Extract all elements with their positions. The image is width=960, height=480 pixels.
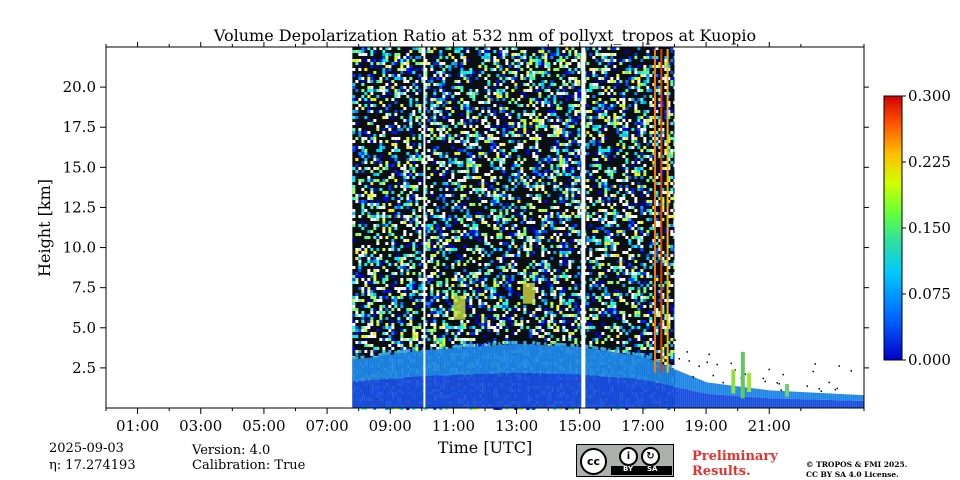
copyright-line1: © TROPOS & FMI 2025. xyxy=(806,460,908,469)
y-axis-label: Height [km] xyxy=(35,179,54,277)
data-gap xyxy=(423,47,426,408)
cc-icon: cc xyxy=(580,448,607,475)
colorbar-tick-label: 0.000 xyxy=(908,351,951,369)
heatmap-data xyxy=(352,47,865,410)
copyright-line2: CC BY SA 4.0 License. xyxy=(806,470,899,479)
chart-title: Volume Depolarization Ratio at 532 nm of… xyxy=(213,26,756,45)
y-tick-label: 17.5 xyxy=(63,118,96,136)
sa-label: SA xyxy=(647,465,658,473)
version-label: Version: 4.0 xyxy=(192,443,271,458)
x-tick-label: 07:00 xyxy=(305,417,348,435)
copyright: © TROPOS & FMI 2025. CC BY SA 4.0 Licens… xyxy=(806,460,907,480)
x-tick-label: 15:00 xyxy=(558,417,601,435)
calibration-label: Calibration: True xyxy=(192,458,306,473)
colorbar xyxy=(883,95,903,361)
aerosol-plumes xyxy=(453,282,790,399)
preliminary-line2: Results. xyxy=(692,464,751,479)
colorbar-tick-label: 0.225 xyxy=(908,153,951,171)
y-tick-label: 2.5 xyxy=(72,359,96,377)
date-label: 2025-09-03 xyxy=(49,441,124,456)
y-tick-label: 7.5 xyxy=(72,279,96,297)
y-tick-label: 5.0 xyxy=(72,319,96,337)
x-tick-label: 13:00 xyxy=(495,417,538,435)
x-tick-label: 09:00 xyxy=(369,417,412,435)
data-gap xyxy=(581,47,586,408)
license-bar: BY SA xyxy=(611,465,672,475)
x-tick-label: 05:00 xyxy=(242,417,285,435)
colorbar-tick-label: 0.075 xyxy=(908,285,951,303)
x-tick-label: 11:00 xyxy=(432,417,475,435)
colorbar-tick-label: 0.300 xyxy=(908,87,951,105)
y-tick-label: 15.0 xyxy=(63,158,96,176)
x-tick-label: 03:00 xyxy=(179,417,222,435)
boundary-layer xyxy=(352,340,865,408)
x-tick-label: 21:00 xyxy=(748,417,791,435)
x-tick-label: 17:00 xyxy=(621,417,664,435)
y-tick-label: 20.0 xyxy=(63,78,96,96)
attribution-icon: i xyxy=(619,447,638,466)
colorbar-tick-label: 0.150 xyxy=(908,219,951,237)
cloud-streaks xyxy=(653,49,669,373)
x-axis-label: Time [UTC] xyxy=(438,438,532,457)
x-tick-label: 19:00 xyxy=(684,417,727,435)
clear-sky-region xyxy=(674,48,865,396)
preliminary-results: Preliminary Results. xyxy=(692,449,778,479)
y-tick-label: 10.0 xyxy=(63,239,96,257)
preliminary-line1: Preliminary xyxy=(692,449,778,464)
by-label: BY xyxy=(623,465,634,473)
share-alike-icon: ↻ xyxy=(641,447,660,466)
y-tick-label: 12.5 xyxy=(63,198,96,216)
eta-label: η: 17.274193 xyxy=(49,458,136,473)
cc-license-badge: cc i ↻ BY SA xyxy=(576,444,674,477)
x-tick-label: 01:00 xyxy=(116,417,159,435)
colorbar-ticks: 0.000 0.075 0.150 0.225 0.300 xyxy=(902,87,951,369)
axis-ticks: 01:00 03:00 05:00 07:00 09:00 11:00 13:00 15:00… xyxy=(63,42,869,435)
